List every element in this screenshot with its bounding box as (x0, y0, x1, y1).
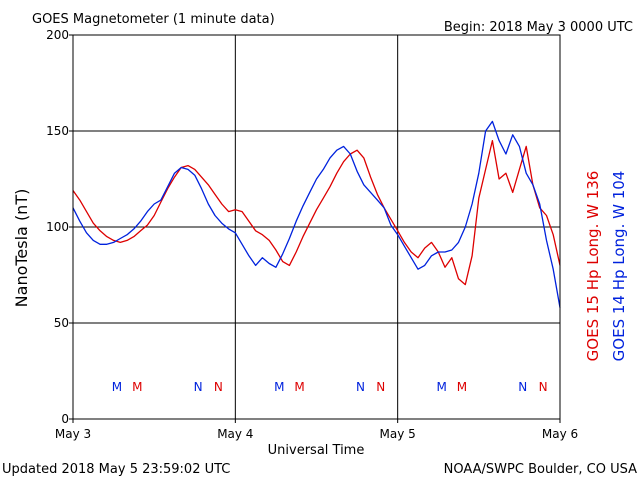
marker-m: M (457, 380, 467, 394)
y-axis-ticks: 0 50 100 150 200 (46, 28, 73, 426)
marker-n: N (356, 380, 365, 394)
y-tick-label: 100 (46, 220, 69, 234)
marker-n: N (376, 380, 385, 394)
marker-n: N (539, 380, 548, 394)
x-axis-label: Universal Time (268, 443, 365, 458)
marker-m: M (274, 380, 284, 394)
y-tick-label: 150 (46, 124, 69, 138)
updated-label: Updated 2018 May 5 23:59:02 UTC (2, 462, 230, 477)
series-line-goes14 (72, 120, 561, 308)
source-label: NOAA/SWPC Boulder, CO USA (444, 462, 637, 477)
series-lines (72, 120, 561, 308)
y-tick-label: 200 (46, 28, 69, 42)
marker-n: N (214, 380, 223, 394)
series-line-goes15 (72, 139, 561, 286)
legend-goes14: GOES 14 Hp Long. W 104 (610, 171, 628, 362)
y-axis-label: NanoTesla (nT) (12, 189, 31, 308)
marker-m: M (294, 380, 304, 394)
legend-goes15: GOES 15 Hp Long. W 136 (584, 171, 602, 362)
marker-m: M (132, 380, 142, 394)
chart-title: GOES Magnetometer (1 minute data) (32, 12, 275, 27)
x-tick-label: May 4 (217, 427, 253, 441)
x-tick-label: May 5 (380, 427, 416, 441)
grid (73, 35, 560, 419)
x-axis-ticks: May 3 May 4 May 5 May 6 (55, 419, 578, 441)
begin-label: Begin: 2018 May 3 0000 UTC (444, 20, 633, 35)
marker-n: N (194, 380, 203, 394)
x-tick-label: May 6 (542, 427, 578, 441)
y-tick-label: 50 (54, 316, 69, 330)
marker-m: M (436, 380, 446, 394)
marker-m: M (112, 380, 122, 394)
x-tick-label: May 3 (55, 427, 91, 441)
marker-n: N (518, 380, 527, 394)
y-tick-label: 0 (61, 412, 69, 426)
